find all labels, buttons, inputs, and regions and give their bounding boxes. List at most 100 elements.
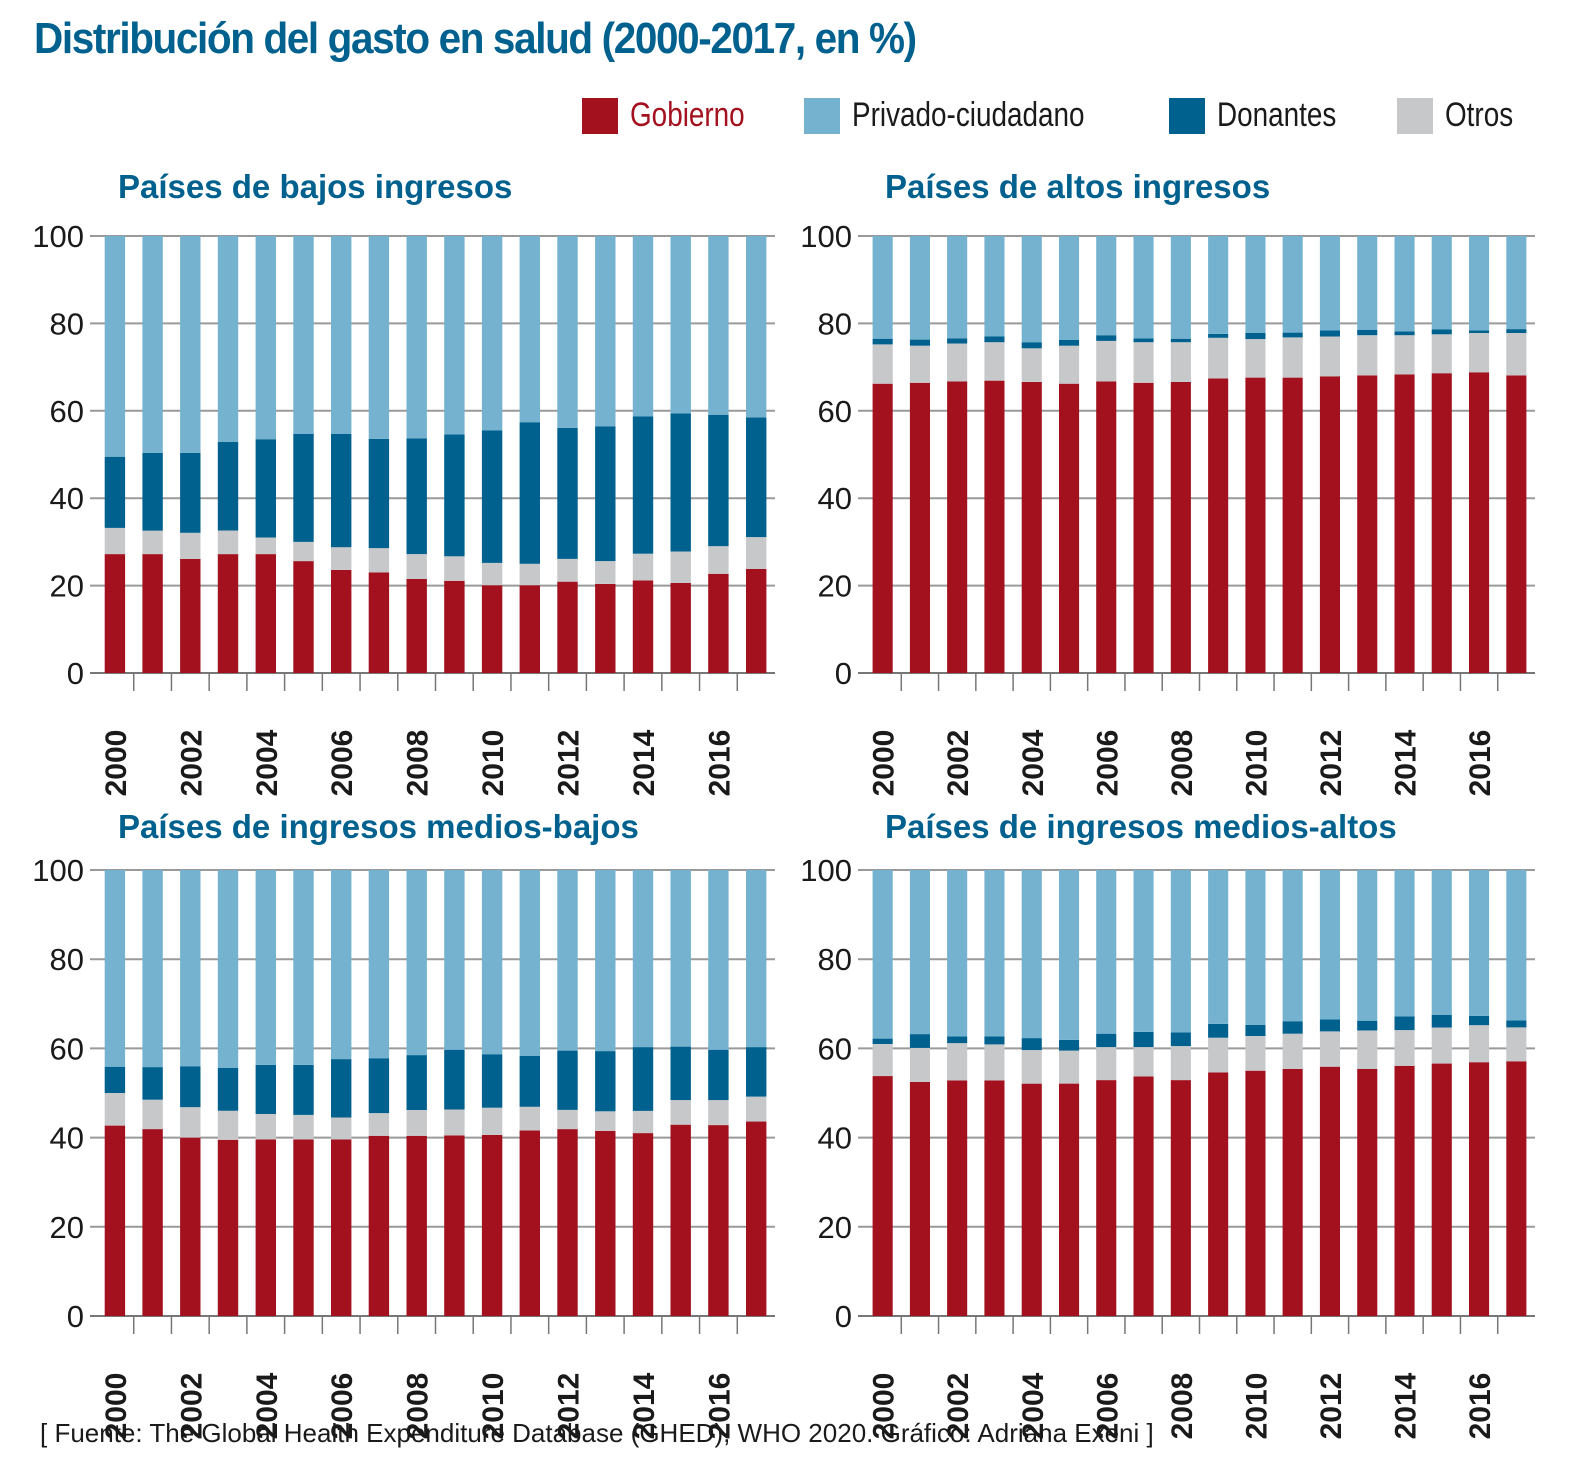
bar-segment-privado-ciudadano	[368, 236, 390, 439]
bar-segment-otros	[670, 551, 691, 583]
bar-segment-donantes	[331, 1059, 352, 1118]
legend-swatch-gobierno	[581, 97, 618, 134]
bar-segment-donantes	[1096, 1033, 1117, 1048]
bar-segment-privado-ciudadano	[1208, 236, 1229, 334]
bar-segment-otros	[217, 530, 239, 555]
bar-segment-otros	[481, 562, 503, 586]
bar-segment-donantes	[708, 414, 729, 547]
bar-segment-privado-ciudadano	[984, 870, 1005, 1037]
bar-segment-gobierno	[217, 1139, 239, 1316]
bar-segment-donantes	[444, 1049, 465, 1110]
bar-segment-donantes	[909, 339, 930, 346]
x-tick-label: 2000	[868, 1373, 901, 1440]
bar-segment-otros	[368, 548, 390, 573]
y-tick-label: 80	[818, 942, 852, 977]
bar-segment-otros	[1469, 1025, 1490, 1063]
bar-segment-gobierno	[1096, 1080, 1117, 1316]
bar-segment-otros	[872, 344, 893, 384]
bar-segment-gobierno	[595, 1130, 616, 1316]
bar-segment-otros	[984, 342, 1005, 381]
bar-segment-gobierno	[1208, 378, 1229, 673]
x-tick-label: 2016	[1464, 730, 1497, 797]
bar-segment-gobierno	[746, 1121, 767, 1316]
bar-segment-donantes	[255, 439, 276, 538]
x-tick-label: 2014	[1390, 729, 1423, 796]
bar-segment-gobierno	[331, 569, 352, 673]
bar-segment-donantes	[595, 426, 616, 562]
bar-segment-otros	[984, 1044, 1005, 1081]
x-tick-label: 2000	[868, 730, 901, 797]
x-tick-label: 2000	[100, 1373, 133, 1440]
bar-segment-donantes	[1208, 1023, 1229, 1038]
legend: Gobierno Privado-ciudadano Donantes Otro…	[548, 96, 1528, 135]
x-tick-label: 2002	[942, 730, 975, 797]
bar-segment-otros	[1469, 333, 1490, 373]
bar-segment-gobierno	[519, 585, 540, 673]
bar-segment-gobierno	[406, 579, 427, 673]
legend-item-gobierno: Gobierno	[581, 96, 770, 135]
bar-segment-privado-ciudadano	[1469, 870, 1490, 1016]
y-tick-label: 0	[67, 1299, 84, 1334]
legend-swatch-donantes	[1169, 97, 1206, 134]
bar-segment-donantes	[1357, 330, 1378, 336]
bar-segment-otros	[481, 1107, 503, 1135]
legend-swatch-privado	[803, 97, 840, 134]
bar-segment-gobierno	[1357, 1068, 1378, 1316]
bar-segment-privado-ciudadano	[1319, 236, 1340, 331]
bar-segment-donantes	[1245, 333, 1266, 340]
bar-segment-gobierno	[1282, 1068, 1303, 1316]
bar-segment-privado-ciudadano	[632, 236, 654, 417]
bar-segment-donantes	[1357, 1020, 1378, 1031]
bar-segment-otros	[872, 1043, 893, 1076]
bar-segment-otros	[595, 1111, 616, 1131]
bar-segment-otros	[1431, 334, 1452, 374]
bar-segment-otros	[670, 1100, 691, 1125]
bar-segment-gobierno	[708, 1125, 729, 1316]
bar-segment-otros	[406, 1109, 427, 1136]
bar-segment-otros	[1394, 335, 1415, 375]
bar-segment-donantes	[293, 434, 314, 542]
bar-segment-donantes	[217, 441, 239, 531]
x-tick-label: 2008	[402, 1373, 435, 1440]
bar-segment-gobierno	[1133, 1076, 1154, 1316]
bar-segment-gobierno	[1282, 377, 1303, 673]
y-tick-label: 60	[50, 394, 84, 429]
bar-segment-donantes	[1506, 1020, 1527, 1028]
bar-segment-otros	[519, 1106, 540, 1131]
bar-segment-donantes	[632, 416, 654, 554]
bar-segment-otros	[104, 527, 126, 555]
bar-segment-gobierno	[293, 1139, 314, 1316]
bar-segment-privado-ciudadano	[1357, 870, 1378, 1021]
bar-segment-otros	[1021, 1050, 1042, 1084]
bar-segment-otros	[557, 1109, 578, 1130]
legend-label-privado: Privado-ciudadano	[851, 96, 1085, 134]
y-tick-label: 20	[818, 1210, 852, 1245]
bar-segment-gobierno	[1506, 1061, 1527, 1316]
bar-segment-gobierno	[255, 554, 276, 673]
y-tick-label: 100	[800, 219, 852, 254]
bar-segment-privado-ciudadano	[909, 870, 930, 1035]
panel-title: Países de ingresos medios-bajos	[118, 808, 639, 845]
x-tick-label: 2004	[1017, 729, 1050, 796]
bar-segment-gobierno	[1021, 382, 1042, 673]
bar-segment-privado-ciudadano	[255, 236, 276, 440]
bar-segment-otros	[909, 345, 930, 383]
bar-segment-otros	[708, 546, 729, 574]
bar-segment-otros	[331, 1117, 352, 1140]
bar-segment-privado-ciudadano	[1506, 870, 1527, 1021]
bar-segment-donantes	[217, 1068, 239, 1111]
bar-segment-gobierno	[481, 585, 503, 673]
x-tick-label: 2004	[1017, 1372, 1050, 1439]
y-tick-label: 80	[50, 942, 84, 977]
bar-segment-donantes	[519, 1056, 540, 1107]
x-tick-label: 2008	[402, 730, 435, 797]
x-tick-label: 2010	[1240, 1373, 1273, 1440]
bar-segment-gobierno	[519, 1130, 540, 1316]
bar-segment-donantes	[1506, 329, 1527, 333]
bar-segment-otros	[947, 343, 968, 382]
bar-segment-gobierno	[444, 580, 465, 673]
bar-segment-privado-ciudadano	[1357, 236, 1378, 330]
bar-segment-gobierno	[1469, 1062, 1490, 1316]
bar-segment-otros	[406, 554, 427, 579]
bar-segment-gobierno	[1469, 372, 1490, 673]
